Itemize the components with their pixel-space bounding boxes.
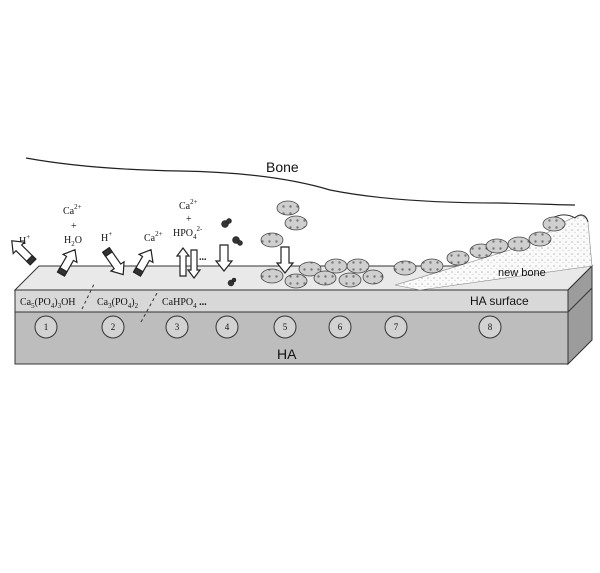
step-marker-1: 1	[34, 315, 58, 339]
cell-group-floating	[260, 200, 308, 248]
ellipsis-label: ...	[199, 252, 207, 263]
tricalcium-phosphate-formula: Ca3(PO4)2	[97, 297, 139, 310]
step-marker-4: 4	[215, 315, 239, 339]
ha-side-face	[567, 264, 593, 366]
ion-efflux-arrow	[175, 247, 191, 277]
h-plus-label-2: H+	[101, 230, 112, 244]
ion-influx-arrow-1	[186, 249, 202, 279]
hydroxyapatite-formula: Ca5(PO4)3OH	[20, 297, 76, 310]
plus-sign-1: +	[71, 221, 77, 232]
step-marker-6: 6	[328, 315, 352, 339]
svg-text:7: 7	[394, 322, 399, 332]
cell	[276, 200, 300, 216]
calcium-ion-label-2: Ca2+	[144, 230, 163, 244]
step-marker-3: 3	[165, 315, 189, 339]
svg-text:2: 2	[111, 322, 116, 332]
bone-boundary-line	[25, 157, 576, 206]
bone-label: Bone	[266, 159, 299, 175]
calcium-efflux-arrow-1	[56, 248, 78, 277]
step-marker-5: 5	[273, 315, 297, 339]
protein-particles	[221, 218, 243, 287]
step-marker-7: 7	[384, 315, 408, 339]
svg-text:5: 5	[283, 322, 288, 332]
svg-text:3: 3	[175, 322, 180, 332]
cell-clusters	[260, 200, 566, 289]
cell-group-attached	[260, 216, 566, 289]
cell	[284, 215, 308, 231]
calcium-efflux-arrow-2	[132, 248, 154, 277]
new-bone-label: new bone	[498, 267, 546, 279]
flux-arrows	[11, 240, 295, 279]
hydrogen-phosphate-label: HPO42-	[173, 225, 203, 241]
h-plus-influx-arrow-1	[11, 240, 37, 266]
h-plus-influx-arrow-2	[101, 246, 125, 276]
water-label: H2O	[64, 235, 82, 248]
ha-label: HA	[277, 346, 297, 362]
step-marker-8: 8	[478, 315, 502, 339]
cell-attachment-arrow	[275, 246, 295, 274]
calcium-ion-label-1: Ca2+	[63, 203, 82, 217]
ha-surface-label: HA surface	[470, 294, 529, 308]
svg-text:1: 1	[44, 322, 49, 332]
dicalcium-phosphate-formula: CaHPO4 ...	[162, 297, 207, 310]
svg-text:6: 6	[338, 322, 343, 332]
cell	[260, 232, 284, 248]
svg-text:4: 4	[225, 322, 230, 332]
phase-separator-1	[81, 281, 96, 310]
calcium-ion-label-3: Ca2+	[179, 198, 198, 212]
ha-block	[13, 264, 594, 366]
step-marker-2: 2	[101, 315, 125, 339]
svg-text:8: 8	[488, 322, 493, 332]
plus-sign-3: +	[186, 214, 192, 225]
precipitation-arrow	[214, 244, 234, 272]
step-markers: 1 2 3 4 5 6 7 8	[34, 315, 502, 339]
